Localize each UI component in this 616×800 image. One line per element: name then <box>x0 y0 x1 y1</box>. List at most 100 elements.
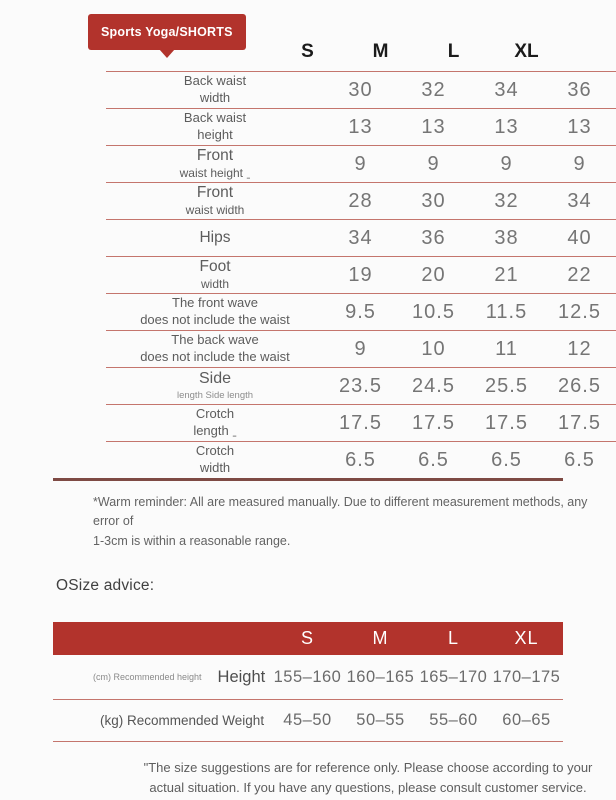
warm-reminder-line2: 1-3cm is within a reasonable range. <box>93 533 291 548</box>
cell-value-xl: 26.5 <box>558 374 601 397</box>
cell-value-m: 17.5 <box>412 411 455 434</box>
cell-value-xl: 36 <box>567 78 592 101</box>
product-tag: Sports Yoga/SHORTS <box>88 14 246 58</box>
warm-reminder-line1: *Warm reminder: All are measured manuall… <box>93 495 588 529</box>
advice-header-spacer <box>53 622 271 655</box>
table-row: The front wave does not include the wais… <box>106 293 616 330</box>
size-header-s: S <box>301 41 314 62</box>
weight-value-l: 55–60 <box>429 711 478 730</box>
advice-header-l: L <box>447 628 459 649</box>
table-row: Side length Side length 23.5 24.5 25.5 2… <box>106 367 616 404</box>
product-tag-label: Sports Yoga/SHORTS <box>101 25 233 39</box>
weight-value-s: 45–50 <box>283 711 332 730</box>
cell-value-m: 24.5 <box>412 374 455 397</box>
height-label: Height <box>217 667 266 686</box>
cell-value-m: 10.5 <box>412 300 455 323</box>
size-advice-table: S M L XL (cm) Recommended height Height … <box>0 622 616 743</box>
height-value-s: 155–160 <box>273 667 342 686</box>
cell-value-l: 21 <box>494 263 519 286</box>
cell-value-l: 11.5 <box>485 300 528 323</box>
cell-value-xl: 12.5 <box>558 300 601 323</box>
row-label-sub: length ˍ <box>193 423 237 438</box>
row-label-sub: does not include the waist <box>140 312 290 327</box>
row-label-main: Front <box>196 184 234 202</box>
weight-value-m: 50–55 <box>356 711 405 730</box>
cell-value-l: 9 <box>500 152 513 175</box>
advice-header-m: M <box>372 628 389 649</box>
advice-header-xl: XL <box>514 628 539 649</box>
cell-value-m: 20 <box>421 263 446 286</box>
advice-header-row: S M L XL <box>53 622 563 656</box>
row-label-sub: width <box>200 277 229 292</box>
size-rows: Back waist width 30 32 34 36 Back waist … <box>53 71 616 481</box>
table-row: Hips 34 36 38 40 <box>106 219 616 256</box>
row-label-sub: waist width <box>185 203 245 218</box>
row-label: Front waist height ˍ <box>106 146 324 182</box>
row-label-sub: width <box>199 460 231 475</box>
row-label-main: Back waist <box>183 73 247 89</box>
row-label: Back waist width <box>106 72 324 108</box>
row-label-main: Hips <box>199 228 231 246</box>
height-unit-label: (cm) Recommended height <box>93 672 202 683</box>
recommended-height-row: (cm) Recommended height Height 155–160 1… <box>53 655 563 701</box>
cell-value-m: 6.5 <box>418 448 449 471</box>
size-header-row: S M L XL <box>53 27 563 71</box>
measurement-table: S M L XL Back waist width 30 32 34 36 Ba… <box>0 27 616 481</box>
row-label-sub: length Side length <box>176 390 254 402</box>
row-label-main: Side <box>198 370 232 388</box>
size-header-xl: XL <box>514 41 539 62</box>
height-value-l: 165–170 <box>419 667 488 686</box>
row-label: The front wave does not include the wais… <box>106 294 324 330</box>
table-row: Front waist width 28 30 32 34 <box>106 182 616 219</box>
table-row: Back waist height 13 13 13 13 <box>106 108 616 145</box>
row-label-main: Back waist <box>183 110 247 126</box>
height-value-xl: 170–175 <box>492 667 561 686</box>
cell-value-l: 17.5 <box>485 411 528 434</box>
row-label: Front waist width <box>106 183 324 219</box>
cell-value-l: 11 <box>495 337 518 360</box>
size-suggestion-note: "The size suggestions are for reference … <box>138 758 598 797</box>
table-row: Back waist width 30 32 34 36 <box>106 71 616 108</box>
cell-value-m: 9 <box>427 152 440 175</box>
cell-value-xl: 6.5 <box>564 448 595 471</box>
table-row: Front waist height ˍ 9 9 9 9 <box>106 145 616 182</box>
cell-value-l: 25.5 <box>485 374 528 397</box>
row-label-main: Front <box>196 147 234 165</box>
cell-value-s: 23.5 <box>339 374 382 397</box>
row-label: Hips <box>106 220 324 256</box>
cell-value-l: 38 <box>494 226 519 249</box>
cell-value-l: 34 <box>494 78 519 101</box>
row-label: Side length Side length <box>106 368 324 404</box>
cell-value-xl: 34 <box>567 189 592 212</box>
cell-value-xl: 40 <box>567 226 592 249</box>
table-row: Foot width 19 20 21 22 <box>106 256 616 293</box>
cell-value-xl: 17.5 <box>558 411 601 434</box>
row-label-main: The back wave <box>171 332 259 348</box>
cell-value-m: 30 <box>421 189 446 212</box>
row-label: The back wave does not include the waist <box>106 331 324 367</box>
row-label-sub: waist height ˍ <box>179 166 251 181</box>
size-suggestion-note-line2: actual situation. If you have any questi… <box>149 779 587 795</box>
cell-value-s: 9 <box>354 337 367 360</box>
warm-reminder: *Warm reminder: All are measured manuall… <box>93 493 616 551</box>
size-advice-heading: OSize advice: <box>56 577 155 595</box>
row-label-main: Crotch <box>195 443 235 459</box>
advice-header-s: S <box>300 628 314 649</box>
cell-value-xl: 22 <box>567 263 592 286</box>
weight-value-xl: 60–65 <box>502 711 551 730</box>
cell-value-xl: 9 <box>573 152 586 175</box>
table-row: Crotch length ˍ 17.5 17.5 17.5 17.5 <box>106 404 616 441</box>
height-row-label: (cm) Recommended height Height <box>53 655 271 699</box>
row-label: Crotch length ˍ <box>106 405 324 441</box>
cell-value-s: 30 <box>348 78 373 101</box>
cell-value-s: 19 <box>348 263 373 286</box>
recommended-weight-row: (kg) Recommended Weight 45–50 50–55 55–6… <box>53 700 563 743</box>
row-label-sub: does not include the waist <box>140 349 290 364</box>
row-label-main: Foot <box>199 258 231 276</box>
size-header-l: L <box>447 41 460 62</box>
table-row: Crotch width 6.5 6.5 6.5 6.5 <box>106 441 616 478</box>
weight-row-label: (kg) Recommended Weight <box>100 713 265 729</box>
row-label-sub: height <box>197 127 233 142</box>
size-header-m: M <box>372 41 389 62</box>
size-suggestion-note-line1: "The size suggestions are for reference … <box>143 760 593 776</box>
